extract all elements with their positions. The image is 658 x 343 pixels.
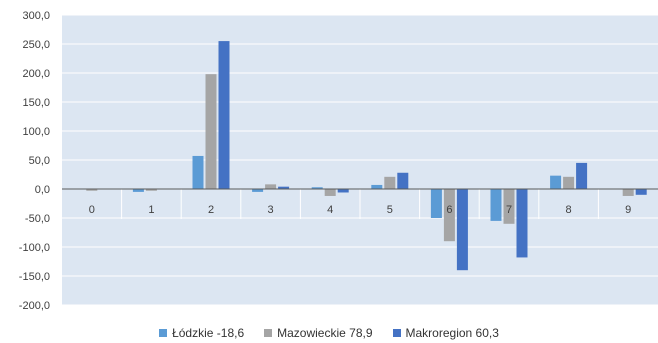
- x-tick-label: 7: [506, 204, 512, 216]
- y-tick-label: 250,0: [22, 39, 50, 51]
- bar-2-3: [265, 184, 277, 189]
- x-tick-label: 4: [327, 204, 333, 216]
- legend-item: Łódzkie -18,6: [159, 326, 244, 340]
- x-tick-label: 2: [208, 204, 214, 216]
- bar-2-6: [443, 189, 455, 242]
- y-tick-label: 300,0: [22, 10, 50, 22]
- bar-3-3: [278, 186, 290, 189]
- bar-3-2: [218, 41, 230, 189]
- bar-3-6: [456, 189, 468, 271]
- x-tick-label: 6: [446, 204, 452, 216]
- bar-2-1: [145, 189, 157, 191]
- bar-1-1: [132, 189, 144, 192]
- y-tick-label: 0,0: [35, 184, 50, 196]
- y-tick-label: 50,0: [29, 155, 50, 167]
- bar-3-5: [397, 172, 409, 189]
- legend-swatch: [392, 329, 401, 337]
- x-tick-label: 5: [387, 204, 393, 216]
- y-tick-label: 150,0: [22, 97, 50, 109]
- y-tick-label: 100,0: [22, 126, 50, 138]
- legend-label: Łódzkie -18,6: [172, 326, 245, 340]
- bar-1-3: [252, 189, 264, 192]
- bar-3-9: [635, 189, 647, 195]
- legend: Łódzkie -18,6 Mazowieckie 78,9 Makroregion…: [0, 326, 658, 340]
- x-tick-label: 9: [625, 204, 631, 216]
- legend-swatch: [159, 329, 168, 337]
- bar-2-9: [622, 189, 634, 196]
- x-tick-label: 3: [268, 204, 274, 216]
- bar-1-8: [550, 175, 562, 189]
- bar-1-7: [490, 189, 502, 221]
- legend-item: Makroregion 60,3: [392, 326, 499, 340]
- y-tick-label: -100,0: [19, 242, 50, 254]
- bar-3-7: [516, 189, 528, 258]
- x-tick-label: 8: [566, 204, 572, 216]
- bar-1-4: [311, 187, 323, 189]
- x-tick-label: 0: [89, 204, 95, 216]
- legend-label: Makroregion 60,3: [405, 326, 499, 340]
- bar-2-5: [384, 176, 396, 189]
- bar-2-7: [503, 189, 515, 224]
- bar-2-0: [86, 189, 98, 191]
- y-tick-label: -50,0: [25, 213, 50, 225]
- y-tick-label: -150,0: [19, 271, 50, 283]
- bar-3-8: [576, 162, 588, 189]
- bar-1-2: [192, 155, 204, 189]
- legend-swatch: [264, 329, 273, 337]
- bar-1-6: [430, 189, 442, 218]
- y-tick-label: 200,0: [22, 68, 50, 80]
- bar-1-5: [371, 184, 383, 189]
- x-tick-label: 1: [148, 204, 154, 216]
- legend-item: Mazowieckie 78,9: [264, 326, 373, 340]
- bar-2-2: [205, 74, 217, 189]
- legend-label: Mazowieckie 78,9: [277, 326, 373, 340]
- bar-3-4: [337, 189, 349, 193]
- bar-2-8: [563, 176, 575, 189]
- bar-2-4: [324, 189, 336, 196]
- y-tick-label: -200,0: [19, 300, 50, 312]
